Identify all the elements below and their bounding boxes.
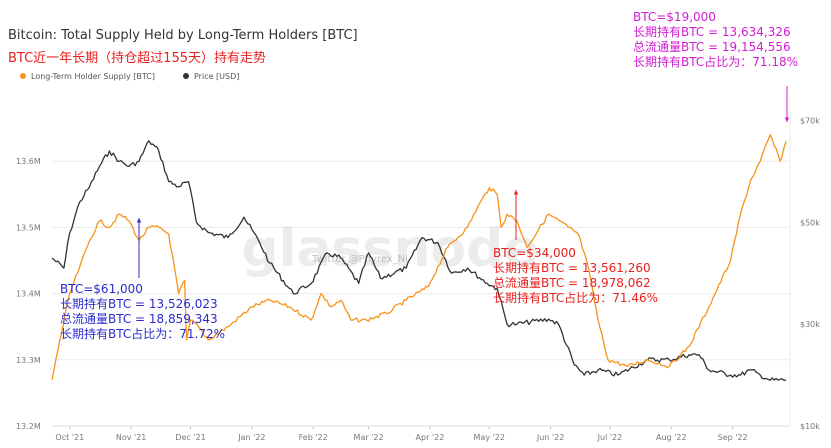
legend-swatch-orange xyxy=(20,73,26,79)
annotation-line: 长期持有BTC占比为：71.46% xyxy=(493,291,658,305)
annotation-may-2022: BTC=$34,000 长期持有BTC = 13,561,260 总流通量BTC… xyxy=(493,246,658,306)
x-tick-label: Mar '22 xyxy=(354,433,384,442)
x-tick-label: Jul '22 xyxy=(597,433,623,442)
x-tick-label: Jun '22 xyxy=(536,433,564,442)
annotation-line: BTC=$34,000 xyxy=(493,246,576,260)
series-line xyxy=(51,140,787,381)
annotation-line: 长期持有BTC占比为：71.18% xyxy=(633,55,798,69)
arrow-blue-head xyxy=(136,218,142,223)
y-left-tick-label: 13.4M xyxy=(16,290,41,299)
legend-label: Price [USD] xyxy=(194,72,240,81)
y-left-tick-label: 13.6M xyxy=(16,157,41,166)
annotation-line: BTC=$61,000 xyxy=(60,282,143,296)
y-right-tick-label: $10k xyxy=(800,422,820,431)
annotation-sep-2022: BTC=$19,000 长期持有BTC = 13,634,326 总流通量BTC… xyxy=(633,10,798,70)
y-left-tick-label: 13.2M xyxy=(16,422,41,431)
chart-subtitle: BTC近一年长期（持仓超过155天）持有走势 xyxy=(8,51,266,66)
x-tick-label: May '22 xyxy=(474,433,505,442)
annotation-line: 总流通量BTC = 18,978,062 xyxy=(493,276,651,290)
y-left-tick-label: 13.5M xyxy=(16,223,41,232)
annotation-nov-2021: BTC=$61,000 长期持有BTC = 13,526,023 总流通量BTC… xyxy=(60,282,225,342)
legend-item-lth-supply: Long-Term Holder Supply [BTC] xyxy=(20,72,155,81)
y-right-tick-label: $50k xyxy=(800,218,820,227)
annotation-line: 长期持有BTC = 13,561,260 xyxy=(493,261,651,275)
y-right-tick-label: $30k xyxy=(800,320,820,329)
arrow-red-head xyxy=(513,190,519,195)
chart-title: Bitcoin: Total Supply Held by Long-Term … xyxy=(8,28,358,43)
x-tick-label: Dec '21 xyxy=(175,433,205,442)
x-tick-label: Sep '22 xyxy=(718,433,748,442)
arrow-magenta-head xyxy=(784,117,790,122)
chart-grid xyxy=(52,95,791,429)
x-tick-label: Feb '22 xyxy=(299,433,328,442)
watermark: glassnode xyxy=(241,219,538,279)
axis-labels: 13.2M 13.3M 13.4M 13.5M 13.6M $10k $30k $50k $70… xyxy=(16,116,820,442)
series-line xyxy=(51,134,787,380)
series-layer xyxy=(51,134,787,381)
annotation-line: BTC=$19,000 xyxy=(633,10,716,24)
legend-swatch-dark xyxy=(183,73,189,79)
annotation-line: 长期持有BTC = 13,526,023 xyxy=(60,297,218,311)
annotation-arrows xyxy=(136,86,790,278)
watermark-twitter: Twitter @Phyrex_Ni xyxy=(311,254,408,265)
annotation-line: 长期持有BTC = 13,634,326 xyxy=(633,25,791,39)
legend-label: Long-Term Holder Supply [BTC] xyxy=(31,72,155,81)
x-tick-label: Apr '22 xyxy=(416,433,445,442)
x-tick-label: Nov '21 xyxy=(116,433,147,442)
x-tick-label: Aug '22 xyxy=(656,433,687,442)
annotation-line: 总流通量BTC = 19,154,556 xyxy=(633,40,791,54)
y-right-tick-label: $70k xyxy=(800,116,820,125)
annotation-line: 总流通量BTC = 18,859,343 xyxy=(60,312,218,326)
annotation-line: 长期持有BTC占比为：71.72% xyxy=(60,327,225,341)
legend-item-price: Price [USD] xyxy=(183,72,239,81)
y-left-tick-label: 13.3M xyxy=(16,356,41,365)
x-tick-label: Jan '22 xyxy=(237,433,265,442)
x-tick-label: Oct '21 xyxy=(55,433,84,442)
